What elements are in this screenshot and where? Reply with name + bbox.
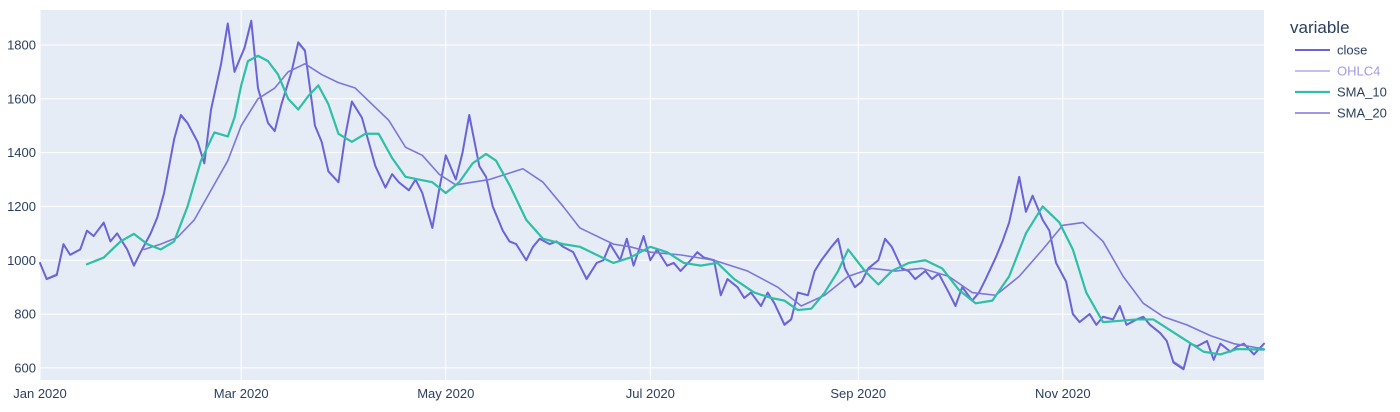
series-line-sma-10 — [85, 54, 1266, 356]
legend-item-close[interactable]: close — [1295, 43, 1367, 58]
grid — [39, 10, 1264, 380]
legend-item-ohlc4[interactable]: OHLC4 — [1295, 64, 1380, 79]
y-tick-label: 1000 — [7, 253, 36, 268]
x-tick-label: Sep 2020 — [830, 386, 886, 401]
y-tick-label: 1200 — [7, 199, 36, 214]
legend[interactable]: variable close OHLC4 SMA_10 SMA_20 — [1290, 18, 1387, 121]
legend-item-sma-20[interactable]: SMA_20 — [1295, 106, 1387, 121]
series-line-sma-20 — [143, 63, 1265, 350]
legend-label: OHLC4 — [1337, 64, 1380, 79]
legend-title: variable — [1290, 18, 1350, 37]
x-tick-label: Jan 2020 — [13, 386, 67, 401]
legend-label: SMA_20 — [1337, 106, 1387, 121]
y-tick-label: 1800 — [7, 37, 36, 52]
series-lines — [39, 19, 1266, 371]
x-tick-label: May 2020 — [417, 386, 474, 401]
x-tick-label: Nov 2020 — [1035, 386, 1091, 401]
y-tick-label: 1600 — [7, 91, 36, 106]
x-tick-label: Jul 2020 — [626, 386, 675, 401]
legend-item-sma-10[interactable]: SMA_10 — [1295, 85, 1387, 100]
axes: 600 800 1000 1200 1400 1600 1800 Jan 2020 Mar 20… — [7, 37, 1091, 401]
y-tick-label: 600 — [14, 360, 36, 375]
x-tick-label: Mar 2020 — [214, 386, 269, 401]
y-tick-label: 1400 — [7, 145, 36, 160]
plot-area — [40, 10, 1264, 380]
series-line-close — [39, 19, 1265, 371]
legend-label: SMA_10 — [1337, 85, 1387, 100]
y-tick-label: 800 — [14, 307, 36, 322]
legend-label: close — [1337, 43, 1367, 58]
